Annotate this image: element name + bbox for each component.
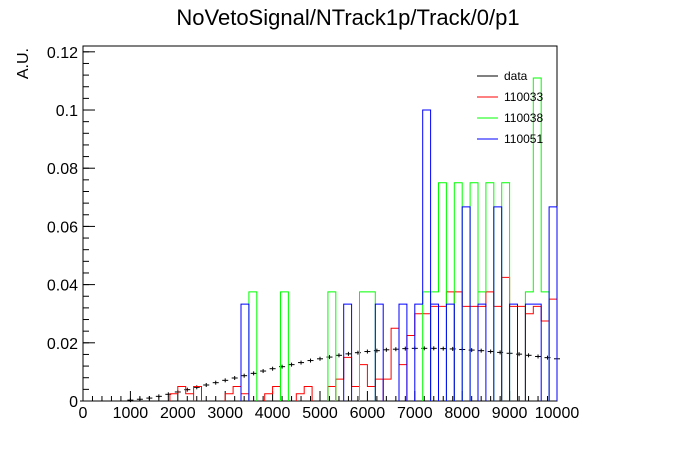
y-tick-label: 0.12 [47, 45, 78, 62]
legend-label-110038: 110038 [504, 111, 543, 125]
series-110033 [169, 276, 558, 401]
series-layer [80, 77, 560, 403]
legend: data 110033 110038 110051 [477, 69, 543, 146]
x-tick-label: 10000 [535, 405, 580, 422]
chart-title: NoVetoSignal/NTrack1p/Track/0/p1 [176, 5, 519, 30]
legend-label-data: data [504, 69, 528, 83]
y-tick-label: 0.06 [47, 219, 78, 236]
series-line [248, 77, 550, 401]
y-tick-label: 0.08 [47, 161, 78, 178]
x-tick-label: 0 [79, 405, 88, 422]
x-axis: 0 1000 2000 3000 4000 5000 6000 7000 8000 9000 100… [79, 391, 580, 422]
legend-label-110051: 110051 [504, 132, 543, 146]
series-110038 [248, 77, 550, 401]
series-110051 [240, 109, 558, 401]
x-tick-label: 4000 [255, 405, 291, 422]
series-line [240, 109, 558, 401]
x-tick-label: 8000 [444, 405, 480, 422]
x-tick-label: 7000 [397, 405, 433, 422]
x-tick-label: 6000 [350, 405, 386, 422]
y-tick-label: 0 [69, 394, 78, 411]
x-tick-label: 5000 [302, 405, 338, 422]
y-tick-label: 0.04 [47, 278, 78, 295]
x-tick-label: 9000 [492, 405, 528, 422]
x-tick-label: 3000 [207, 405, 243, 422]
y-tick-label: 0.1 [56, 103, 78, 120]
series-line [169, 276, 558, 401]
y-axis-label: A.U. [15, 48, 32, 79]
y-tick-label: 0.02 [47, 336, 78, 353]
x-tick-label: 1000 [113, 405, 149, 422]
legend-label-110033: 110033 [504, 90, 543, 104]
x-tick-label: 2000 [160, 405, 196, 422]
y-axis: 0 0.02 0.04 0.06 0.08 0.1 0.12 [47, 45, 95, 411]
